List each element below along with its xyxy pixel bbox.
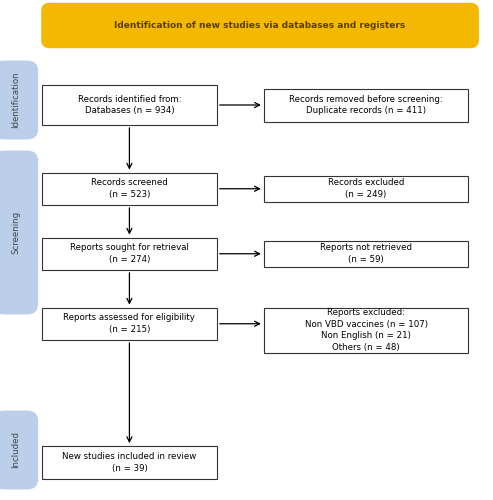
- FancyBboxPatch shape: [42, 238, 217, 270]
- Text: Records identified from:
Databases (n = 934): Records identified from: Databases (n = …: [77, 94, 181, 116]
- Text: New studies included in review
(n = 39): New studies included in review (n = 39): [62, 452, 197, 472]
- FancyBboxPatch shape: [0, 411, 37, 489]
- FancyBboxPatch shape: [0, 61, 37, 138]
- FancyBboxPatch shape: [264, 176, 468, 202]
- Text: Included: Included: [11, 432, 20, 469]
- FancyBboxPatch shape: [42, 85, 217, 125]
- Text: Identification of new studies via databases and registers: Identification of new studies via databa…: [114, 21, 406, 30]
- FancyBboxPatch shape: [0, 151, 37, 314]
- FancyBboxPatch shape: [264, 241, 468, 266]
- Text: Identification: Identification: [11, 72, 20, 128]
- FancyBboxPatch shape: [42, 308, 217, 340]
- Text: Records screened
(n = 523): Records screened (n = 523): [91, 178, 168, 199]
- FancyBboxPatch shape: [264, 88, 468, 122]
- Text: Reports assessed for eligibility
(n = 215): Reports assessed for eligibility (n = 21…: [64, 314, 195, 334]
- Text: Reports sought for retrieval
(n = 274): Reports sought for retrieval (n = 274): [70, 244, 189, 264]
- Text: Reports not retrieved
(n = 59): Reports not retrieved (n = 59): [320, 244, 412, 264]
- Text: Reports excluded:
Non VBD vaccines (n = 107)
Non English (n = 21)
Others (n = 48: Reports excluded: Non VBD vaccines (n = …: [305, 308, 427, 352]
- Text: Records excluded
(n = 249): Records excluded (n = 249): [328, 178, 404, 199]
- Text: Screening: Screening: [11, 211, 20, 254]
- FancyBboxPatch shape: [42, 172, 217, 205]
- Text: Records removed before screening:
Duplicate records (n = 411): Records removed before screening: Duplic…: [289, 94, 443, 116]
- FancyBboxPatch shape: [264, 308, 468, 352]
- FancyBboxPatch shape: [42, 4, 478, 48]
- FancyBboxPatch shape: [42, 446, 217, 478]
